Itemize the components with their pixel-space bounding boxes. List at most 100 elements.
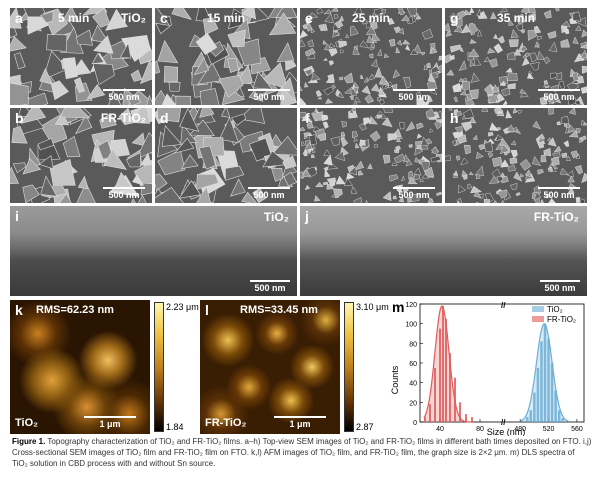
sem-panel-f: f 500 nm	[300, 108, 442, 203]
sem-panel-b: b FR-TiO₂ 500 nm	[10, 108, 152, 203]
afm-panel-k: k RMS=62.23 nm TiO₂ 1 μm	[10, 300, 150, 434]
sem-texture	[10, 108, 152, 203]
panel-time: 25 min	[352, 11, 391, 25]
dls-chart-svg: m Counts Size (nm) 0 20 40 60 80 100 120 40 80 48…	[390, 299, 585, 437]
sem-panel-h: h 500 nm	[445, 108, 587, 203]
sem-texture	[155, 8, 297, 105]
axis-break-mark: //	[501, 301, 506, 310]
scale-bar: 500 nm	[538, 187, 580, 200]
colorbar-max: 3.10 μm	[356, 302, 389, 312]
sem-panel-d: d 500 nm	[155, 108, 297, 203]
chart-panel-label: m	[392, 299, 404, 315]
panel-label: l	[205, 302, 209, 318]
histogram-bar	[536, 367, 540, 422]
y-tick-label: 40	[409, 381, 417, 388]
panel-label: c	[160, 10, 168, 26]
histogram-bar	[557, 410, 561, 422]
panel-material: FR-TiO₂	[100, 111, 146, 125]
scale-bar: 500 nm	[540, 280, 580, 293]
afm-colorbar-l	[344, 302, 354, 432]
panel-label: k	[15, 302, 23, 318]
histogram-bar	[529, 410, 533, 422]
x-tick-label: 480	[514, 426, 526, 433]
histogram-bar	[540, 341, 543, 422]
panel-label: j	[305, 208, 309, 224]
histogram-bar	[554, 390, 557, 422]
x-axis-label: Size (nm)	[487, 427, 526, 436]
histogram-bar	[449, 353, 451, 422]
sem-panel-g: g 35 min 500 nm	[445, 8, 587, 105]
sem-panel-e: e 25 min 500 nm	[300, 8, 442, 105]
panel-label: a	[15, 10, 23, 26]
cross-section-panel-i: i TiO₂ 500 nm	[10, 206, 297, 296]
scale-bar: 500 nm	[393, 187, 435, 200]
x-tick-label: 560	[571, 426, 583, 433]
sem-texture	[300, 108, 442, 203]
legend-swatch	[532, 306, 544, 312]
sem-texture	[445, 8, 587, 105]
y-tick-label: 20	[409, 400, 417, 407]
scale-bar: 500 nm	[103, 187, 145, 200]
histogram-bar	[429, 404, 431, 422]
panel-label: f	[305, 110, 310, 126]
histogram-bar	[550, 363, 554, 422]
y-tick-label: 100	[405, 322, 417, 329]
sem-texture	[445, 108, 587, 203]
colorbar-min: 1.84	[166, 422, 184, 432]
histogram-bar	[471, 417, 473, 422]
histogram-bar	[543, 323, 547, 422]
histogram-bar	[533, 392, 536, 422]
panel-material: TiO₂	[120, 11, 146, 25]
sem-texture	[10, 8, 152, 105]
legend-swatch	[532, 316, 544, 322]
figure-caption: Figure 1. Topography characterization of…	[12, 436, 592, 469]
panel-time: 35 min	[497, 11, 536, 25]
scale-bar: 500 nm	[538, 89, 580, 102]
histogram-bar	[459, 402, 461, 422]
panel-label: e	[305, 10, 313, 26]
scale-bar: 500 nm	[250, 280, 290, 293]
y-tick-label: 0	[413, 420, 417, 427]
rms-value: RMS=62.23 nm	[36, 304, 114, 316]
histogram-bar	[424, 417, 426, 422]
panel-label: h	[450, 110, 459, 126]
fit-area	[424, 306, 472, 422]
colorbar-max: 2.23 μm	[166, 302, 199, 312]
colorbar-min: 2.87	[356, 422, 374, 432]
histogram-bar	[547, 338, 550, 422]
histogram-bar	[526, 417, 529, 422]
scale-bar: 500 nm	[103, 89, 145, 102]
panel-material: TiO₂	[263, 210, 289, 224]
dls-chart: m Counts Size (nm) 0 20 40 60 80 100 120 40 80 48…	[388, 298, 594, 437]
histogram-bar	[439, 328, 441, 422]
histogram-bar	[445, 318, 447, 422]
sem-texture	[300, 8, 442, 105]
fit-curve	[423, 305, 472, 423]
scale-bar: 1 μm	[274, 416, 326, 429]
x-tick-label: 40	[436, 426, 444, 433]
axis-break-mark: //	[501, 418, 506, 427]
y-tick-label: 60	[409, 361, 417, 368]
sem-texture	[155, 108, 297, 203]
scale-bar: 500 nm	[248, 187, 290, 200]
scale-bar: 500 nm	[393, 89, 435, 102]
legend-entry: TiO₂	[547, 305, 563, 314]
y-tick-label: 80	[409, 341, 417, 348]
x-tick-label: 80	[476, 426, 484, 433]
histogram-bar	[442, 305, 444, 422]
histogram-bar	[561, 418, 564, 422]
sem-panel-c: c 15 min 500 nm	[155, 8, 297, 105]
cross-section-panel-j: j FR-TiO₂ 500 nm	[300, 206, 587, 296]
fit-area	[520, 323, 569, 422]
scale-bar: 1 μm	[84, 416, 136, 429]
scale-bar: 500 nm	[248, 89, 290, 102]
legend-entry: FR-TiO₂	[547, 315, 576, 324]
caption-text: Topography characterization of TiO₂ and …	[12, 437, 592, 468]
afm-colorbar-k	[154, 302, 164, 432]
panel-label: g	[450, 10, 459, 26]
panel-material: TiO₂	[15, 417, 39, 429]
panel-material: FR-TiO₂	[533, 210, 579, 224]
x-tick-label: 520	[543, 426, 555, 433]
panel-label: i	[15, 208, 19, 224]
panel-material: FR-TiO₂	[205, 417, 247, 429]
